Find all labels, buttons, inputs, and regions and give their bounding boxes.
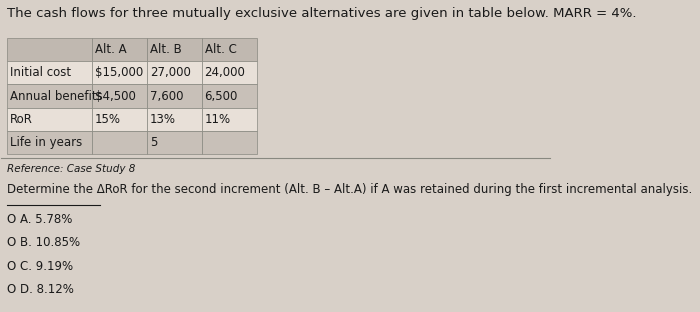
Text: Alt. B: Alt. B: [150, 43, 181, 56]
Bar: [7, 108, 92, 131]
Bar: [202, 61, 257, 85]
Bar: [92, 108, 147, 131]
Text: Determine the ΔRoR for the second increment (Alt. B – Alt.A) if A was retained d: Determine the ΔRoR for the second increm…: [7, 183, 692, 196]
Text: O B. 10.85%: O B. 10.85%: [7, 236, 80, 249]
Bar: [147, 131, 202, 154]
Bar: [147, 61, 202, 85]
Bar: [202, 131, 257, 154]
Bar: [202, 108, 257, 131]
Text: $4,500: $4,500: [94, 90, 136, 103]
Text: 24,000: 24,000: [204, 66, 246, 79]
Text: 27,000: 27,000: [150, 66, 190, 79]
Text: Alt. A: Alt. A: [94, 43, 127, 56]
Text: RoR: RoR: [10, 113, 32, 126]
Bar: [7, 61, 92, 85]
Bar: [202, 85, 257, 108]
Bar: [202, 38, 257, 61]
Text: O D. 8.12%: O D. 8.12%: [7, 283, 74, 296]
Text: O A. 5.78%: O A. 5.78%: [7, 213, 72, 226]
Bar: [147, 85, 202, 108]
Bar: [147, 38, 202, 61]
Text: Alt. C: Alt. C: [204, 43, 237, 56]
Text: 13%: 13%: [150, 113, 176, 126]
Bar: [92, 38, 147, 61]
Text: 11%: 11%: [204, 113, 231, 126]
Text: O C. 9.19%: O C. 9.19%: [7, 260, 73, 273]
Bar: [92, 85, 147, 108]
Text: Initial cost: Initial cost: [10, 66, 71, 79]
Bar: [147, 108, 202, 131]
Bar: [7, 38, 92, 61]
Text: 5: 5: [150, 136, 157, 149]
Text: Annual benefits: Annual benefits: [10, 90, 102, 103]
Bar: [7, 131, 92, 154]
Text: Reference: Case Study 8: Reference: Case Study 8: [7, 164, 135, 174]
Text: 7,600: 7,600: [150, 90, 183, 103]
Text: The cash flows for three mutually exclusive alternatives are given in table belo: The cash flows for three mutually exclus…: [7, 7, 636, 21]
Text: 15%: 15%: [94, 113, 120, 126]
Bar: [7, 85, 92, 108]
Text: 6,500: 6,500: [204, 90, 238, 103]
Bar: [92, 131, 147, 154]
Text: $15,000: $15,000: [94, 66, 143, 79]
Text: Life in years: Life in years: [10, 136, 82, 149]
Bar: [92, 61, 147, 85]
